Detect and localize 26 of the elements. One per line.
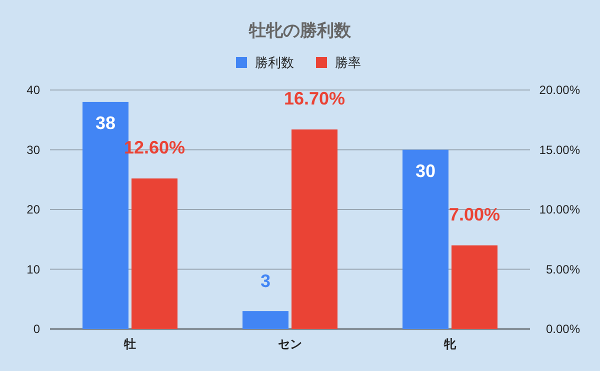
bar [132,178,178,329]
data-label: 38 [95,112,116,133]
legend-label: 勝率 [335,55,361,70]
y-tick-label: 20 [26,202,40,216]
y2-tick-label: 5.00% [546,262,580,276]
x-tick-label: 牝 [443,337,457,351]
y-tick-label: 0 [33,322,40,336]
bar [402,150,448,329]
y-tick-label: 40 [26,83,40,97]
data-label: 30 [415,160,436,181]
x-tick-label: セン [278,337,302,351]
bar [242,311,288,329]
legend-label: 勝利数 [255,55,294,70]
y2-tick-label: 15.00% [539,142,580,157]
y2-tick-label: 10.00% [539,202,580,216]
y2-tick-label: 0.00% [546,322,580,336]
data-label: 7.00% [448,204,500,224]
bar [452,245,498,329]
y-tick-label: 10 [26,262,40,276]
data-label: 3 [260,271,271,292]
x-tick-label: 牡 [123,337,136,351]
y2-tick-label: 20.00% [539,83,580,97]
bar [292,129,338,329]
chart-title: 牡牝の勝利数 [248,21,352,40]
data-label: 16.70% [284,88,346,108]
y-tick-label: 30 [26,142,40,157]
